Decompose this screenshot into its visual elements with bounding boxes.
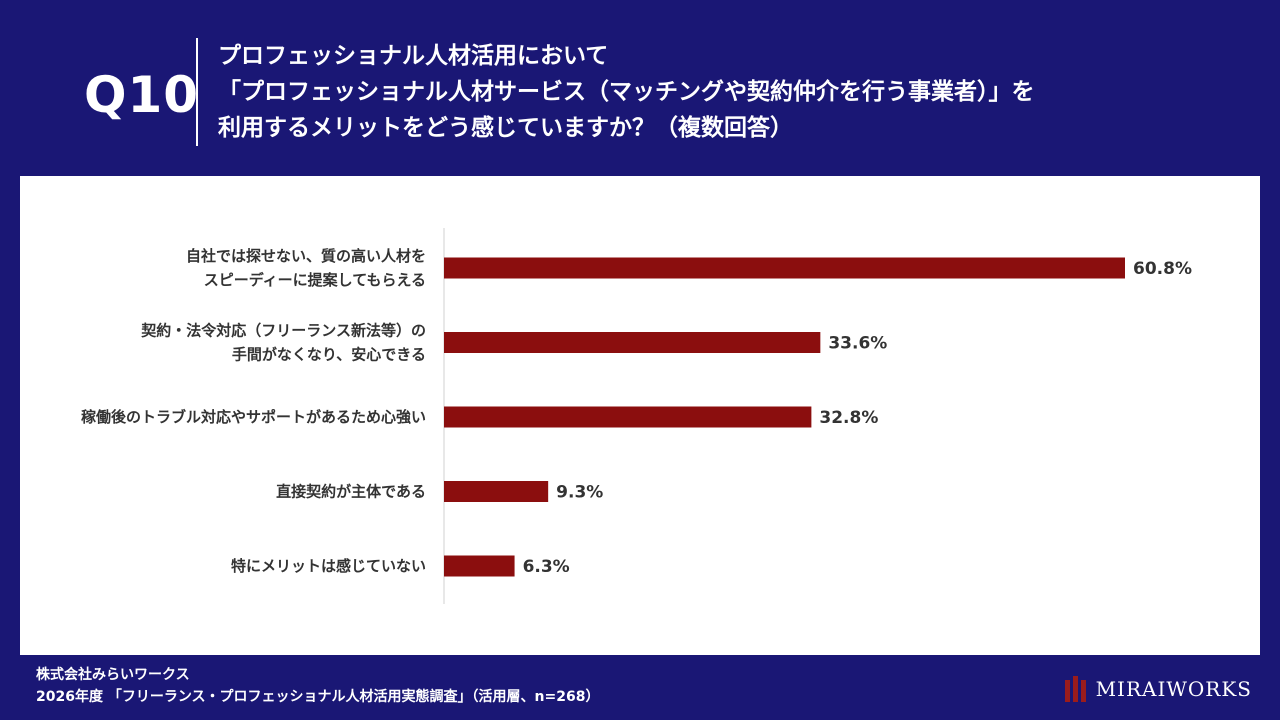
value-label-2: 33.6% (828, 334, 887, 354)
question-number: Q10 (84, 66, 200, 124)
chart-panel: 60.8% 自社では探せない、質の高い人材をスピーディーに提案してもらえる 33.6… (20, 176, 1260, 655)
category-label-3-line-1: 稼働後のトラブル対応やサポートがあるため心強い (81, 408, 426, 426)
company-logo: MIRAIWORKS (1064, 674, 1252, 704)
category-label-4-line-1: 直接契約が主体である (276, 483, 426, 501)
footer-company: 株式会社みらいワークス (36, 667, 190, 683)
header-divider (196, 38, 198, 146)
value-label-4: 9.3% (556, 483, 603, 503)
value-label-1: 60.8% (1133, 259, 1192, 279)
title-line-3: 利用するメリットをどう感じていますか？（複数回答） (218, 115, 793, 141)
value-label-3: 32.8% (819, 408, 878, 428)
bar-4 (444, 481, 549, 502)
bar-1 (444, 257, 1125, 279)
category-label-2-line-1: 契約・法令対応（フリーランス新法等）の (140, 322, 426, 340)
title-line-1: プロフェッショナル人材活用において (218, 43, 609, 69)
bar-2 (444, 332, 821, 353)
logo-mark-icon (1064, 676, 1086, 702)
category-label-1-line-1: 自社では探せない、質の高い人材を (186, 247, 426, 265)
bar-5 (444, 555, 515, 577)
page-title: プロフェッショナル人材活用において 「プロフェッショナル人材サービス（マッチング… (218, 38, 1218, 146)
footer: 株式会社みらいワークス 2026年度 「フリーランス・プロフェッショナル人材活用… (36, 664, 599, 708)
category-label-2-line-2: 手間がなくなり、安心できる (232, 346, 426, 364)
value-label-5: 6.3% (523, 557, 570, 577)
category-label-5-line-1: 特にメリットは感じていない (231, 557, 426, 575)
title-line-2: 「プロフェッショナル人材サービス（マッチングや契約仲介を行う事業者）」を (218, 79, 1035, 105)
bar-3 (444, 406, 812, 428)
logo-text: MIRAIWORKS (1095, 677, 1252, 701)
category-label-1-line-2: スピーディーに提案してもらえる (204, 271, 426, 289)
footer-source: 2026年度 「フリーランス・プロフェッショナル人材活用実態調査」（活用層、n=… (36, 689, 600, 705)
